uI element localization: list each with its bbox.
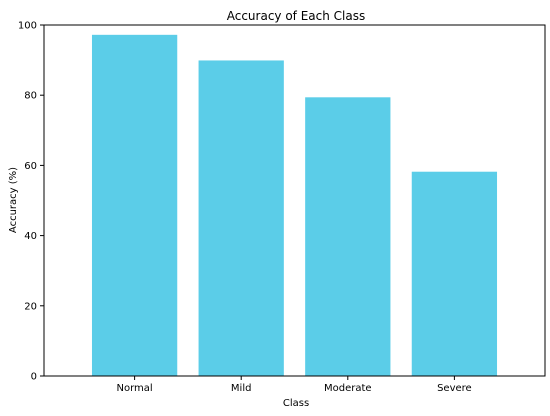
- x-tick-label: Moderate: [324, 383, 372, 394]
- x-tick-label: Mild: [231, 383, 252, 394]
- bars-group: [91, 34, 498, 377]
- y-axis-ticks: 0 20 40 60 80 100: [18, 21, 44, 383]
- y-tick-label: 0: [31, 372, 37, 383]
- x-axis-label: Class: [283, 398, 309, 409]
- y-tick-label: 100: [18, 21, 37, 32]
- bar-mild: [198, 60, 284, 377]
- chart-title: Accuracy of Each Class: [227, 9, 366, 23]
- y-tick-label: 40: [24, 231, 37, 242]
- y-tick-label: 20: [24, 301, 37, 312]
- x-axis-ticks: Normal Mild Moderate Severe: [117, 376, 472, 394]
- bar-moderate: [305, 97, 391, 376]
- bar-severe: [411, 171, 498, 376]
- y-tick-label: 80: [24, 91, 37, 102]
- x-tick-label: Normal: [117, 383, 153, 394]
- plot-frame: [43, 24, 546, 377]
- bar-normal: [91, 34, 178, 376]
- x-tick-label: Severe: [437, 383, 472, 394]
- y-tick-label: 60: [24, 161, 37, 172]
- y-axis-label: Accuracy (%): [8, 167, 19, 233]
